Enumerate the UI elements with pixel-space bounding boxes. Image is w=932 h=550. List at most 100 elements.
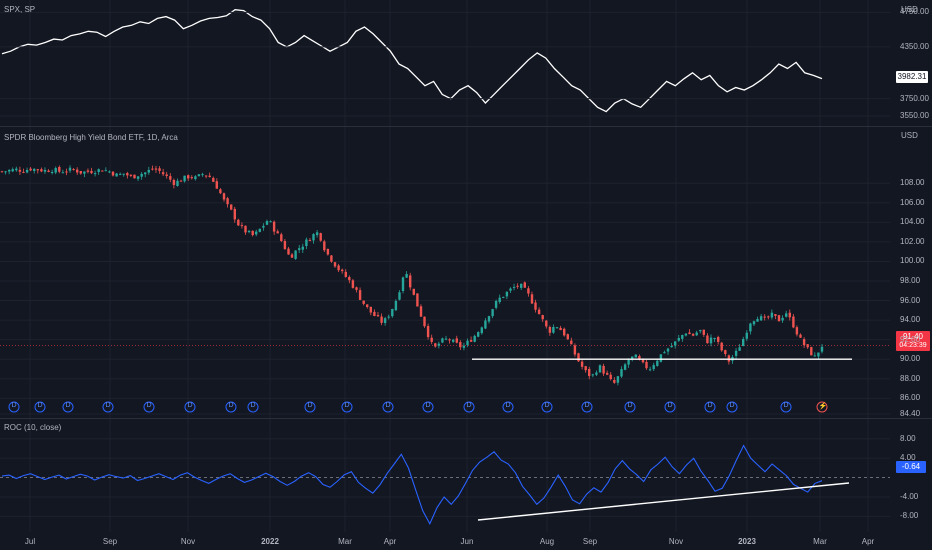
candle-body [577,353,580,362]
candle-body [219,189,222,194]
candle-body [126,173,129,176]
candle-body [423,316,426,327]
candle-body [774,314,777,316]
candle-body [197,174,201,177]
pane-separator-bottom[interactable] [0,418,932,419]
candle-body [781,317,784,321]
candle-body [688,332,691,335]
candle-body [161,172,165,175]
candle-body [122,173,125,175]
jnk-tick-label: 86.00 [900,393,921,403]
spx-tick-label: 3750.00 [900,93,929,103]
candle-body [111,171,115,176]
dividend-marker-icon [704,401,716,413]
candle-body [412,288,415,295]
candle-body [627,359,630,365]
candle-body [36,169,39,171]
candle-body [792,316,795,328]
candle-body [201,174,204,176]
candle-body [713,338,716,339]
candle-body [419,306,423,317]
candle-body [623,364,627,370]
candle-body [351,280,355,288]
time-axis-label: Sep [102,537,118,546]
spx-line [1,9,823,113]
time-axis-label: Apr [861,537,875,546]
candle-body [409,275,412,288]
candle-body [294,250,297,259]
candle-body [656,360,659,366]
candle-body [380,316,383,323]
dividend-marker-label: D [466,402,472,409]
candle-body [738,347,741,351]
dividend-marker-icon [382,401,394,413]
candle-body [183,175,186,182]
candle-body [613,380,616,383]
candle-body [502,296,505,298]
candle-body [383,318,387,323]
candle-body [720,342,723,351]
candle-body [799,334,802,338]
candle-body [255,231,258,235]
dividend-marker-icon [304,401,316,413]
candle-body [552,327,555,333]
candle-body [598,365,602,373]
jnk-tick-label: 100.00 [900,256,925,266]
candle-body [280,234,283,241]
candle-body [645,361,648,369]
candle-body [22,171,25,173]
candle-body [226,198,229,205]
dividend-marker-label: D [11,402,17,409]
candle-body [520,283,523,288]
candle-body [355,287,358,290]
dividend-marker-label: D [584,402,590,409]
time-axis-label: Sep [582,537,598,546]
jnk-tick-label: 108.00 [900,178,925,188]
spx-title: SPX, SP [4,5,36,14]
time-axis-label: 2023 [738,537,756,546]
candle-body [527,288,530,294]
candle-body [337,265,340,271]
jnk-currency: USD [901,131,918,140]
dividend-marker-icon [225,401,237,413]
candle-body [469,340,473,342]
candle-body [61,172,65,174]
candle-body [140,173,143,177]
candle-body [147,170,150,173]
candle-body [115,173,118,177]
pane-separator-top[interactable] [0,126,932,127]
candle-body [684,333,688,336]
candle-body [204,175,208,177]
dividend-marker-icon [102,401,114,413]
candle-body [272,221,276,232]
candle-body [462,345,466,348]
candle-body [788,312,791,318]
candle-body [770,312,774,318]
candle-body [237,219,240,226]
candle-body [58,167,61,172]
dividend-marker-label: D [707,402,713,409]
candle-body [76,169,79,173]
candle-body [54,168,57,173]
candle-body [330,255,333,262]
jnk-tick-label: 94.00 [900,315,921,325]
candle-body [802,339,806,346]
candle-body [4,171,7,173]
candle-body [0,171,4,173]
candle-body [441,338,444,343]
candle-body [119,173,122,175]
dividend-marker-label: D [187,402,193,409]
candle-body [333,262,337,267]
roc-tick-label: 8.00 [900,433,916,443]
candle-body [290,254,294,258]
dividend-marker-icon [8,401,20,413]
candle-body [222,193,226,200]
dividend-marker-label: D [228,402,234,409]
roc-value-badge: -0.64 [896,461,926,473]
candle-body [136,176,140,179]
candle-body [548,327,552,333]
dividend-marker-label: D [425,402,431,409]
candle-body [573,345,577,355]
candle-body [745,332,748,339]
